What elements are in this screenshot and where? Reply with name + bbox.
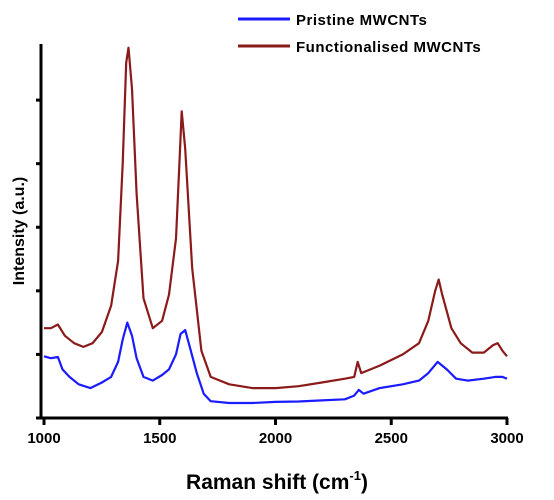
legend-label-pristine: Pristine MWCNTs [296,12,427,29]
x-tick-label-1000: 1000 [27,430,60,447]
x-tick-label-3000: 3000 [490,430,523,447]
legend-label-functionalised: Functionalised MWCNTs [296,39,481,56]
series-line-functionalised [44,46,508,390]
x-tick-labels: 1000 1500 2000 2500 3000 [27,430,523,447]
x-tick-label-2500: 2500 [375,430,408,447]
x-axis-title-close: ) [361,471,368,494]
x-axis-title-main: Raman shift (cm [186,471,349,494]
y-axis-title: Intensity (a.u.) [11,177,28,285]
x-tick-label-1500: 1500 [143,430,176,447]
series-line-pristine [43,321,508,405]
x-ticks [42,418,509,425]
x-axis-title-superscript: -1 [349,468,361,483]
x-tick-label-2000: 2000 [259,430,292,447]
x-axis-title: Raman shift (cm-1) [186,468,368,494]
legend: Pristine MWCNTs Functionalised MWCNTs [238,12,481,56]
y-ticks [36,98,41,420]
